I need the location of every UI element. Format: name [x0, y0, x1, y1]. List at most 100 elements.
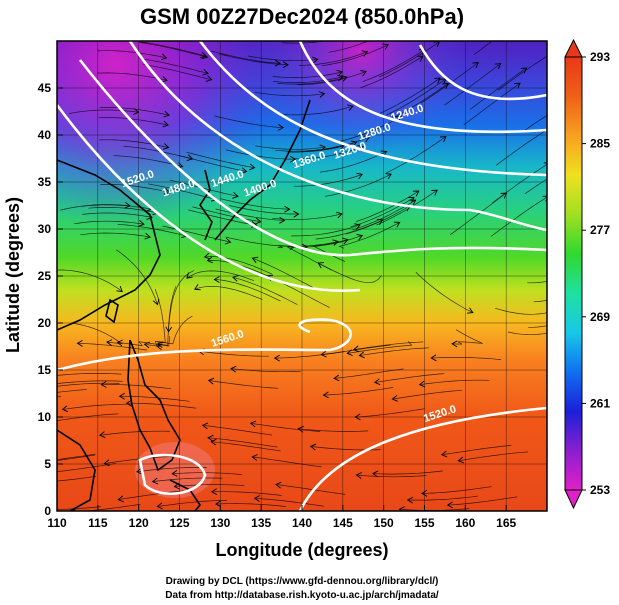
- streamline-arrowhead: [451, 340, 458, 348]
- streamline: [186, 270, 255, 282]
- streamline: [162, 225, 231, 243]
- streamline: [144, 315, 193, 347]
- y-tick-label: 20: [38, 316, 52, 330]
- streamline-arrowhead: [293, 210, 300, 218]
- streamline: [319, 151, 387, 173]
- streamline-arrowhead: [76, 340, 83, 347]
- colorbar-ticks: 293 285 277 269 261 253: [582, 50, 610, 497]
- streamline: [376, 189, 438, 226]
- streamline-arrowhead: [210, 488, 218, 495]
- streamline-arrowhead: [249, 420, 257, 428]
- streamline-arrowhead: [255, 217, 262, 225]
- x-tick-label: 145: [333, 516, 353, 530]
- streamline-arrowhead: [354, 223, 361, 230]
- streamline-arrowhead: [318, 91, 326, 98]
- streamline: [524, 178, 547, 194]
- y-axis-label: Latitude (degrees): [3, 197, 23, 353]
- streamline: [525, 115, 547, 131]
- streamline: [345, 205, 410, 235]
- streamline: [117, 224, 187, 237]
- y-tick-label: 35: [38, 175, 52, 189]
- streamline-arrowhead: [17, 394, 22, 400]
- streamline-arrowhead: [116, 339, 123, 347]
- x-tick-label: 130: [210, 516, 230, 530]
- streamline: [215, 503, 286, 507]
- streamline-arrowhead: [408, 197, 415, 203]
- streamline-arrowhead: [171, 470, 178, 477]
- streamline-arrowhead: [431, 189, 438, 196]
- streamline: [74, 220, 144, 225]
- streamline: [347, 341, 413, 354]
- y-tick-label: 0: [44, 504, 51, 518]
- streamline-arrowhead: [57, 377, 58, 379]
- streamline-arrowhead: [341, 75, 348, 82]
- height-contours: [57, 41, 547, 511]
- streamline-arrowhead: [442, 82, 449, 89]
- streamline: [80, 232, 151, 238]
- streamline-arrowhead: [201, 422, 209, 430]
- streamline: [99, 139, 169, 148]
- streamline: [98, 117, 169, 126]
- streamline: [99, 107, 170, 116]
- streamline: [495, 307, 547, 315]
- streamline-arrowhead: [582, 254, 587, 260]
- streamline-arrowhead: [100, 381, 107, 388]
- streamline: [463, 82, 521, 126]
- streamline: [99, 430, 170, 436]
- streamline-arrowhead: [215, 500, 222, 508]
- streamline-arrowhead: [136, 467, 143, 475]
- streamline: [204, 256, 272, 275]
- streamline: [116, 249, 158, 305]
- streamline: [407, 495, 478, 501]
- streamline-arrowhead: [210, 438, 217, 446]
- streamline: [211, 50, 281, 64]
- streamline: [57, 382, 120, 387]
- streamline-arrowhead: [333, 374, 340, 382]
- streamline: [118, 490, 188, 500]
- streamline-arrowhead: [525, 13, 531, 18]
- streamline: [275, 484, 346, 495]
- streamline-arrowhead: [249, 163, 256, 171]
- streamline: [441, 445, 512, 456]
- streamline: [362, 49, 425, 82]
- streamline-arrowhead: [116, 285, 123, 293]
- streamline: [57, 453, 96, 460]
- coastline-sulawesi: [169, 479, 201, 511]
- streamline: [533, 299, 547, 303]
- streamline-arrowhead: [253, 495, 260, 502]
- x-axis-ticks: 110 115 120 125 130 135 140 145 150 155 160 165: [47, 505, 516, 530]
- streamline: [379, 77, 441, 114]
- streamline: [356, 474, 427, 478]
- streamline-arrowhead: [194, 284, 201, 291]
- streamline: [211, 441, 281, 452]
- streamline: [139, 58, 209, 74]
- streamline-arrowhead: [360, 70, 367, 77]
- streamline-arrowhead: [358, 351, 365, 359]
- streamline-arrowhead: [224, 237, 232, 245]
- streamline: [57, 413, 119, 422]
- x-tick-label: 115: [88, 516, 108, 530]
- streamline: [275, 144, 345, 152]
- streamline: [353, 341, 424, 350]
- streamline: [218, 53, 289, 66]
- streamline-arrowhead: [446, 501, 454, 509]
- streamline: [335, 116, 402, 143]
- streamline-arrowhead: [543, 162, 547, 169]
- y-tick-label: 25: [38, 269, 52, 283]
- streamline-arrowhead: [354, 413, 361, 421]
- streamline: [68, 109, 139, 114]
- streamline: [57, 463, 116, 472]
- streamline-arrowhead: [282, 61, 289, 68]
- streamline: [220, 198, 290, 210]
- streamline: [318, 262, 382, 284]
- streamline-arrowhead: [412, 190, 420, 197]
- colorbar: 293 285 277 269 261 253: [564, 38, 610, 510]
- streamline-arrowhead: [133, 108, 140, 115]
- streamline-arrowhead: [373, 378, 381, 386]
- streamline-arrowhead: [232, 192, 239, 199]
- streamline-arrowhead: [472, 61, 479, 69]
- streamline-arrowhead: [162, 143, 170, 150]
- x-tick-label: 165: [496, 516, 516, 530]
- streamline-arrowhead: [26, 479, 31, 485]
- streamline-arrowhead: [389, 29, 395, 34]
